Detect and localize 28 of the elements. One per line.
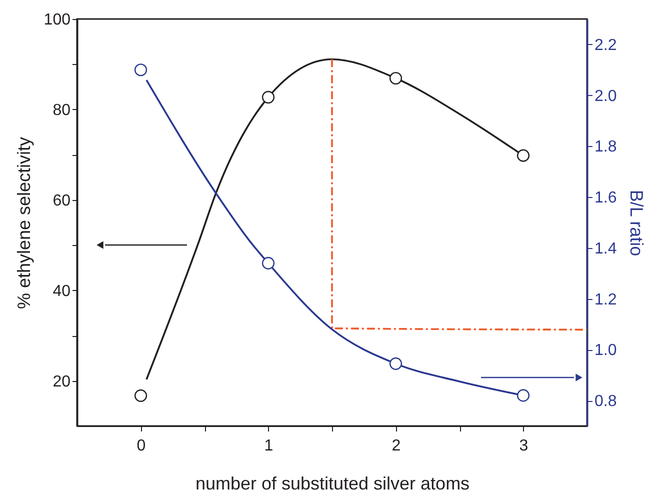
y2-tick-label: 1.4 bbox=[594, 240, 617, 258]
point bbox=[389, 357, 402, 370]
point bbox=[134, 389, 148, 402]
x-axis-title: number of substituted silver atoms bbox=[195, 474, 470, 491]
point bbox=[516, 149, 530, 162]
x-tick-label: 1 bbox=[264, 438, 274, 454]
point bbox=[516, 389, 530, 402]
x-tick-label: 3 bbox=[519, 438, 528, 454]
y2-tick-label: 1.0 bbox=[594, 342, 617, 360]
y-axis-title: % ethylene selectivity bbox=[14, 136, 34, 310]
y2-tick-label: 1.6 bbox=[594, 190, 617, 207]
y2-tick-label: 1.8 bbox=[594, 138, 617, 156]
x-tick-label: 0 bbox=[136, 438, 146, 454]
point bbox=[262, 256, 275, 270]
y2-tick-label: 2.0 bbox=[594, 88, 617, 105]
y-tick-label: 60 bbox=[52, 192, 71, 210]
y2-axis-title: B/L ratio bbox=[626, 190, 647, 256]
point bbox=[262, 90, 275, 104]
point bbox=[134, 64, 148, 76]
y2-tick-label: 1.2 bbox=[594, 291, 617, 308]
x-tick-label: 2 bbox=[392, 438, 401, 454]
y-tick-label: 100 bbox=[44, 12, 71, 28]
y-tick-label: 80 bbox=[52, 102, 71, 119]
y2-tick-label: 2.2 bbox=[594, 36, 617, 54]
y-tick-label: 20 bbox=[52, 373, 71, 390]
point bbox=[389, 72, 402, 85]
y-tick-label: 40 bbox=[52, 282, 71, 300]
y2-tick-label: 0.8 bbox=[594, 393, 617, 410]
